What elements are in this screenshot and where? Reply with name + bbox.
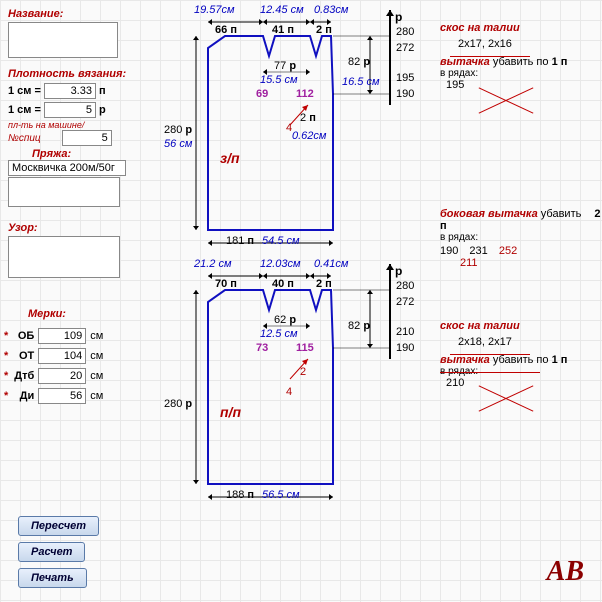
dart-bot-n: 1 (552, 354, 558, 366)
b-r82: 82 р (348, 320, 370, 332)
b-b2: 56.5 см (262, 489, 300, 501)
ubav-bot: убавить по (493, 354, 549, 366)
rows-bot-val: 210 (446, 377, 567, 389)
b-sm4: 4 (286, 386, 292, 398)
b-n1: 70 п (215, 278, 237, 290)
logo: AB (547, 556, 584, 588)
b-cm1: 21.2 см (194, 258, 232, 270)
b-rt3: 190 (396, 342, 414, 354)
waist-bot-label: скос на талии (440, 320, 567, 332)
b-b1: 188 п (226, 489, 254, 501)
b-rt2: 210 (396, 326, 414, 338)
b-midp: 62 р (274, 314, 296, 326)
dart-bot-label: вытачка (440, 354, 490, 366)
b-cm2: 12.03см (260, 258, 301, 270)
b-n3: 2 п (316, 278, 332, 290)
b-sm2: 2 (300, 366, 306, 378)
diagram-bot (0, 0, 602, 602)
b-rt1: 272 (396, 296, 414, 308)
b-m1: 73 (256, 342, 268, 354)
b-rows: 280 р (164, 398, 192, 410)
b-cm3: 0.41см (314, 258, 348, 270)
b-midv: 12.5 см (260, 328, 298, 340)
pp-label: п/п (220, 404, 241, 420)
b-n2: 40 п (272, 278, 294, 290)
b-rt0: 280 (396, 280, 414, 292)
b-p: р (395, 264, 402, 278)
b-m2: 115 (296, 342, 314, 354)
waist-bot-val: 2x18, 2x17 (458, 336, 567, 348)
